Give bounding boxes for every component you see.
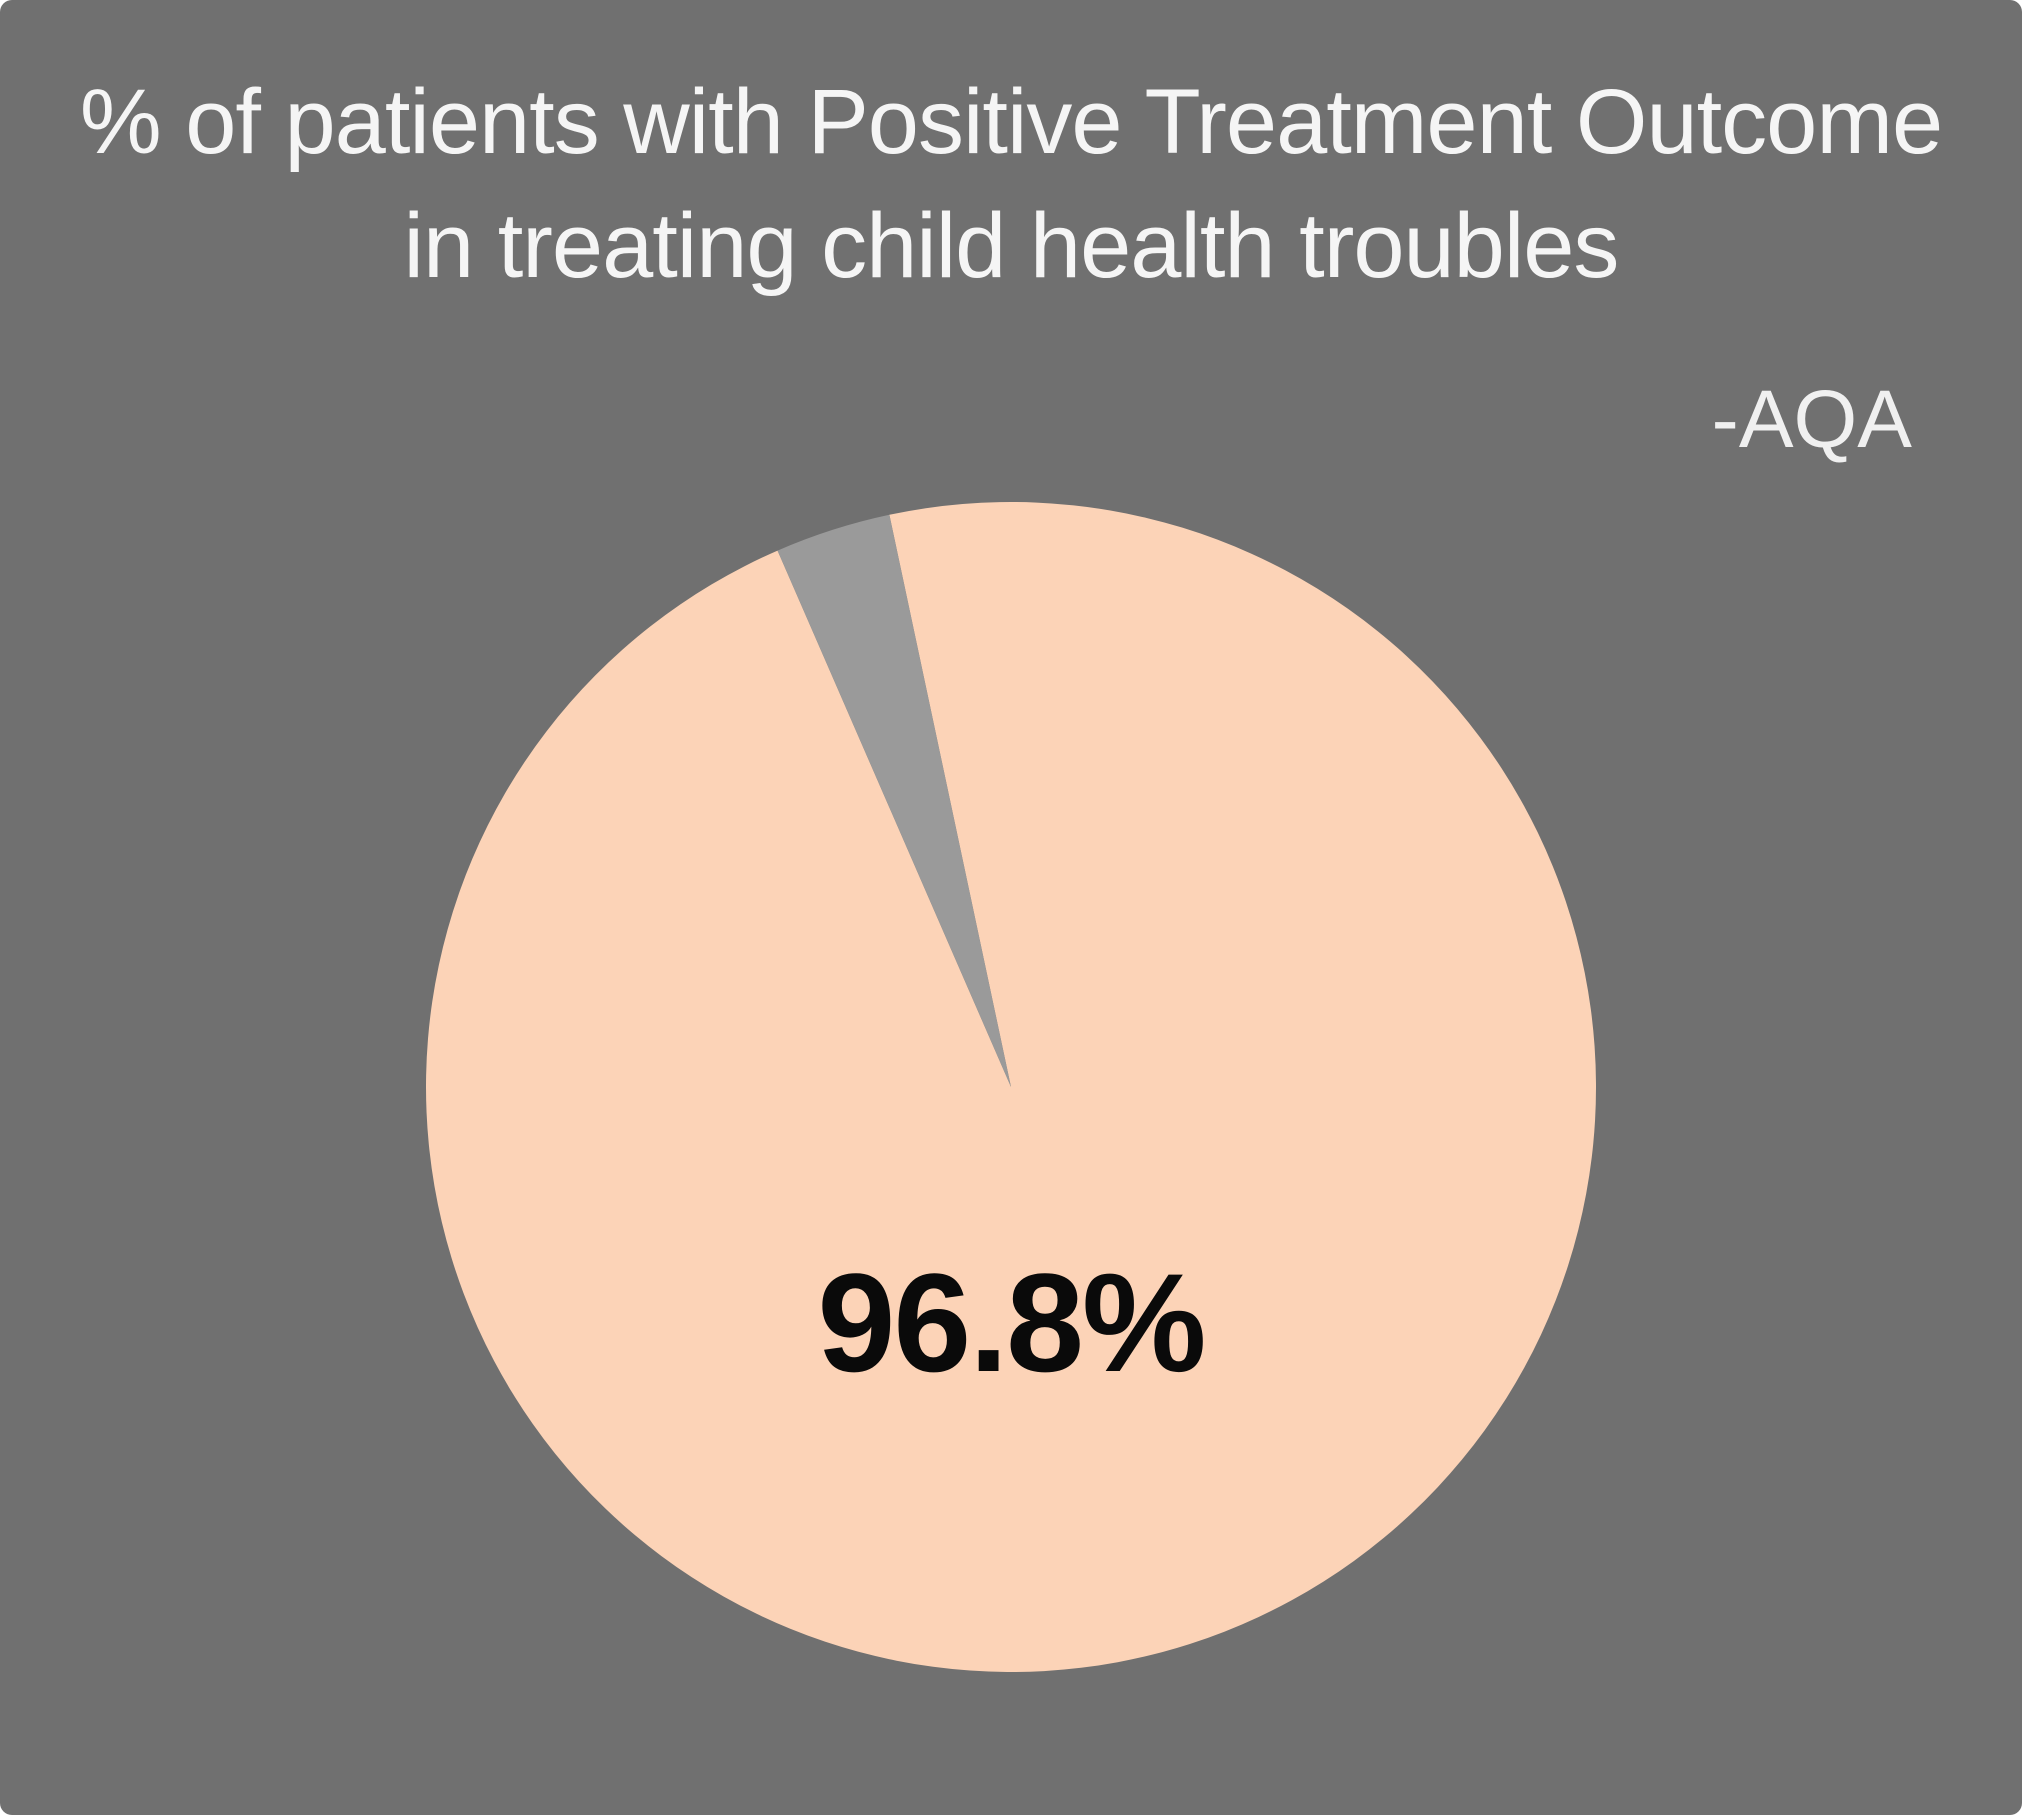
chart-attribution: -AQA bbox=[1712, 373, 1912, 467]
percent-label: 96.8% bbox=[818, 1242, 1205, 1404]
chart-title: % of patients with Positive Treatment Ou… bbox=[0, 60, 2022, 308]
pie-chart bbox=[426, 502, 1596, 1672]
chart-container: % of patients with Positive Treatment Ou… bbox=[0, 0, 2022, 1815]
pie-chart-wrap: 96.8% bbox=[426, 502, 1596, 1672]
